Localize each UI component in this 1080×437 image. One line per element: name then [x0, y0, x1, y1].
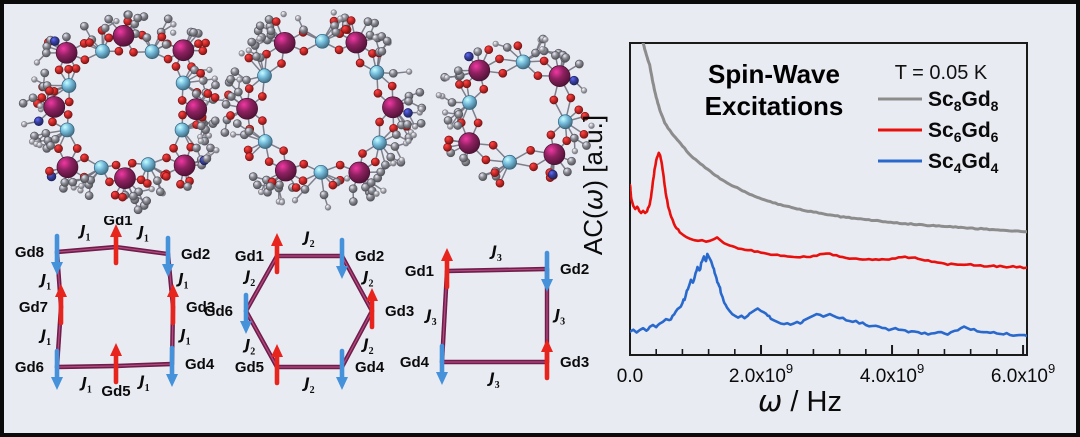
spin-arrow-Gd8-down: [51, 233, 63, 275]
site-label-Gd6: Gd6: [204, 303, 233, 320]
chart-render-root: 0.0 2.0x109 4.0x109 6.0x109 ω / Hz AC(ω) [a.u…: [583, 42, 1055, 418]
y-axis-label: AC(ω) [a.u.]: [583, 115, 609, 255]
x-tick-label-1: 2.0x109: [729, 361, 793, 387]
molecular-structure-Sc8Gd8: [18, 10, 229, 215]
site-label-Gd2: Gd2: [560, 261, 589, 278]
coupling-label: J3: [489, 244, 502, 264]
spinwave-chart: 0.0 2.0x109 4.0x109 6.0x109 ω / Hz AC(ω) [a.u…: [583, 42, 1055, 418]
coupling-label: J1: [77, 224, 90, 244]
spin-diagram-hexagon: J2 J2 J2 J2 J2 J2 Gd1 Gd2 Gd3 Gd4 Gd5 Gd6: [204, 230, 414, 396]
legend: Sc8Gd8 Sc6Gd6 Sc4Gd4: [878, 88, 999, 176]
x-axis-label: ω / Hz: [758, 384, 842, 418]
x-tick-label-3: 6.0x109: [991, 361, 1055, 387]
spin-arrow-Gd3-up: [167, 284, 179, 326]
curves: [630, 43, 1027, 338]
x-tick-label-0: 0.0: [617, 366, 643, 387]
spin-arrow-Gd2-down: [336, 237, 348, 279]
coupling-label: J3: [486, 371, 499, 391]
chart-title-line2: Excitations: [705, 91, 844, 121]
site-label-Gd5: Gd5: [235, 359, 264, 376]
site-label-Gd3: Gd3: [560, 354, 589, 371]
site-label-Gd1: Gd1: [405, 263, 434, 280]
legend-label-Sc8Gd8: Sc8Gd8: [928, 88, 999, 114]
spin-arrow-Gd6-down: [240, 292, 252, 334]
spin-arrow-Gd2-down: [541, 250, 553, 292]
spin-arrow-Gd5-up: [110, 343, 122, 385]
coupling-label: J2: [242, 337, 255, 357]
site-label-Gd2: Gd2: [355, 248, 384, 265]
spin-arrow-Gd4-down: [436, 343, 448, 385]
site-label-Gd4: Gd4: [355, 359, 385, 376]
curve-Sc6Gd6: [630, 151, 1027, 270]
coupling-label: J2: [242, 269, 255, 289]
chart-title-line1: Spin-Wave: [708, 59, 840, 89]
coupling-label: J3: [423, 308, 436, 328]
spin-arrow-Gd6-down: [51, 348, 63, 390]
coupling-label: J3: [552, 308, 565, 328]
coupling-label: J1: [79, 375, 92, 395]
spin-arrow-Gd7-up: [55, 284, 67, 326]
spin-arrow-Gd3-up: [541, 339, 553, 381]
legend-label-Sc6Gd6: Sc6Gd6: [928, 119, 999, 145]
coupling-label: J2: [301, 376, 314, 396]
spin-diagrams-canvas: J1 J1 J1 J1 J1 J1 J1 J1 Gd1 Gd2 Gd3 Gd4 Gd5 Gd6 Gd7 Gd8…: [15, 216, 589, 400]
spin-arrow-Gd4-down: [166, 345, 178, 387]
curve-Sc8Gd8: [641, 43, 1027, 234]
coupling-label: J1: [175, 271, 188, 291]
coupling-label: J1: [136, 374, 149, 394]
x-tick-label-2: 4.0x109: [860, 361, 924, 387]
molecular-structures-canvas: [18, 9, 595, 215]
coupling-label: J2: [360, 337, 373, 357]
molecular-structure-Sc6Gd6: [220, 9, 427, 211]
coupling-label: J2: [301, 230, 314, 250]
site-label-Gd5: Gd5: [101, 383, 130, 400]
temperature-label: T = 0.05 K: [895, 62, 988, 84]
coupling-label: J2: [360, 269, 373, 289]
site-label-Gd4: Gd4: [400, 354, 430, 371]
spin-arrow-Gd1-up: [441, 248, 453, 290]
spin-arrow-Gd4-down: [336, 348, 348, 390]
coupling-label: J1: [38, 328, 51, 348]
site-label-Gd3: Gd3: [385, 303, 414, 320]
spin-arrow-Gd2-down: [162, 235, 174, 277]
x-axis-ticks: [629, 345, 1025, 355]
molecular-structure-Sc4Gd4: [435, 34, 595, 188]
site-label-Gd4: Gd4: [185, 356, 215, 373]
coupling-label: J1: [177, 328, 190, 348]
spin-arrow-Gd1-up: [271, 233, 283, 275]
spin-arrow-Gd5-up: [271, 344, 283, 386]
site-label-Gd1: Gd1: [103, 216, 132, 229]
site-label-Gd1: Gd1: [235, 248, 264, 265]
site-label-Gd6: Gd6: [15, 359, 44, 376]
spin-arrow-Gd1-up: [110, 224, 122, 266]
curve-Sc4Gd4: [630, 252, 1027, 338]
site-label-Gd2: Gd2: [181, 246, 210, 263]
spin-arrow-Gd3-up: [366, 288, 378, 330]
legend-label-Sc4Gd4: Sc4Gd4: [928, 150, 999, 176]
spin-diagram-octagon: J1 J1 J1 J1 J1 J1 J1 J1 Gd1 Gd2 Gd3 Gd4 Gd5 Gd6 Gd7 Gd8: [15, 216, 215, 400]
site-label-Gd8: Gd8: [15, 244, 44, 261]
spin-diagram-square: J3 J3 J3 J3 Gd1 Gd2 Gd3 Gd4: [400, 244, 589, 391]
site-label-Gd7: Gd7: [19, 299, 48, 316]
site-label-Gd3: Gd3: [186, 299, 215, 316]
coupling-label: J1: [38, 272, 51, 292]
coupling-label: J1: [136, 225, 149, 245]
